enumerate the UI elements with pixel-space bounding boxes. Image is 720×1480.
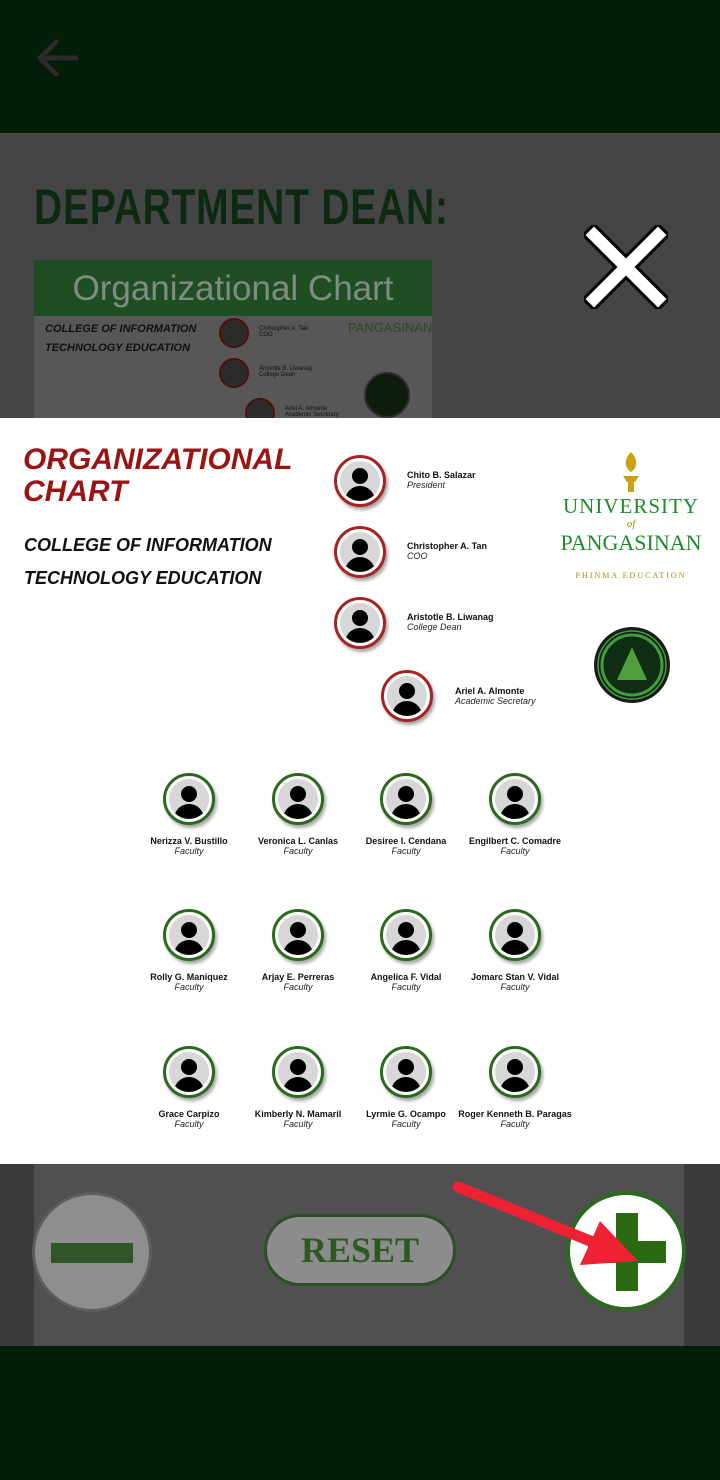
faculty-role: Faculty <box>174 846 204 856</box>
faculty-name: Rolly G. Maniquez <box>150 972 228 982</box>
background-seal-icon <box>364 372 410 418</box>
faculty-role: Faculty <box>500 846 530 856</box>
officer-name: Christopher A. Tan <box>407 541 488 551</box>
background-card-header: Organizational Chart <box>34 260 432 316</box>
faculty-role: Faculty <box>391 846 421 856</box>
background-org-card: Organizational Chart COLLEGE OF INFORMAT… <box>34 260 432 418</box>
faculty-name: Jomarc Stan V. Vidal <box>470 972 560 982</box>
faculty-name: Angelica F. Vidal <box>370 972 442 982</box>
faculty-role: Faculty <box>283 1119 313 1129</box>
zoom-out-button[interactable] <box>32 1192 152 1312</box>
faculty-name: Lyrmie G. Ocampo <box>366 1109 446 1119</box>
background-logo-text: PANGASINAN <box>348 320 433 335</box>
background-avatar <box>219 318 249 348</box>
officer-role: Academic Secretary <box>455 696 536 706</box>
officer-role: College Dean <box>407 622 462 632</box>
officer-avatar <box>334 455 386 507</box>
department-title: DEPARTMENT DEAN: <box>34 179 449 235</box>
faculty-avatar <box>380 773 432 825</box>
background-role: COO <box>259 332 273 338</box>
faculty-role: Faculty <box>174 982 204 992</box>
red-arrow-icon <box>452 1181 638 1265</box>
faculty-avatar <box>163 773 215 825</box>
faculty-role: Faculty <box>283 982 313 992</box>
background-name: Aristotle B. Liwanag <box>259 366 313 372</box>
back-arrow-icon[interactable] <box>30 36 86 80</box>
faculty-avatar <box>163 1046 215 1098</box>
logo-line-3: PANGASINAN <box>560 530 702 555</box>
background-role: College Dean <box>259 372 296 378</box>
officer-role: President <box>407 480 446 490</box>
faculty-avatar <box>272 773 324 825</box>
faculty-avatar <box>380 1046 432 1098</box>
faculty-name: Nerizza V. Bustillo <box>150 836 228 846</box>
faculty-avatar <box>163 909 215 961</box>
faculty-avatar <box>272 909 324 961</box>
background-name: Christopher A. Tan <box>259 326 309 332</box>
faculty-role: Faculty <box>174 1119 204 1129</box>
officer-name: Ariel A. Almonte <box>455 686 525 696</box>
faculty-avatar <box>489 773 541 825</box>
officer-name: Aristotle B. Liwanag <box>407 612 494 622</box>
officer-avatar <box>334 597 386 649</box>
org-chart-image: ORGANIZATIONAL CHART COLLEGE OF INFORMAT… <box>0 418 720 1164</box>
faculty-name: Grace Carpizo <box>158 1109 220 1119</box>
background-name: Ariel A. Almonte <box>285 406 328 412</box>
faculty-role: Faculty <box>391 982 421 992</box>
logo-line-1: UNIVERSITY <box>563 494 699 518</box>
reset-button[interactable]: RESET <box>264 1214 456 1286</box>
background-avatar <box>219 358 249 388</box>
college-seal-icon <box>594 627 670 703</box>
faculty-name: Arjay E. Perreras <box>261 972 335 982</box>
faculty-avatar <box>380 909 432 961</box>
background-avatar <box>245 398 275 418</box>
faculty-name: Kimberly N. Mamaril <box>254 1109 342 1119</box>
chart-title: ORGANIZATIONAL CHART <box>23 443 292 508</box>
faculty-name: Engilbert C. Comadre <box>468 836 561 846</box>
faculty-role: Faculty <box>500 1119 530 1129</box>
minus-icon <box>51 1243 133 1263</box>
background-role: Academic Secretary <box>285 412 339 418</box>
faculty-role: Faculty <box>283 846 313 856</box>
officer-role: COO <box>407 551 428 561</box>
faculty-avatar <box>272 1046 324 1098</box>
faculty-role: Faculty <box>500 982 530 992</box>
faculty-name: Veronica L. Canlas <box>257 836 339 846</box>
university-logo: UNIVERSITY of PANGASINAN PHINMA EDUCATIO… <box>556 448 706 588</box>
logo-line-2: of <box>626 518 636 530</box>
close-icon[interactable] <box>584 225 668 309</box>
background-card-text: COLLEGE OF INFORMATION TECHNOLOGY EDUCAT… <box>45 323 197 354</box>
officer-avatar <box>334 526 386 578</box>
faculty-role: Faculty <box>391 1119 421 1129</box>
logo-line-4: PHINMA EDUCATION <box>575 571 687 580</box>
officer-avatar <box>381 670 433 722</box>
bottom-bar <box>0 1346 720 1480</box>
faculty-avatar <box>489 1046 541 1098</box>
chart-subtitle: COLLEGE OF INFORMATION TECHNOLOGY EDUCAT… <box>24 535 272 588</box>
faculty-name: Roger Kenneth B. Paragas <box>458 1109 572 1119</box>
faculty-name: Desiree I. Cendana <box>365 836 447 846</box>
top-app-bar <box>0 0 720 133</box>
officer-name: Chito B. Salazar <box>407 470 476 480</box>
faculty-avatar <box>489 909 541 961</box>
torch-emblem-icon <box>623 452 639 492</box>
